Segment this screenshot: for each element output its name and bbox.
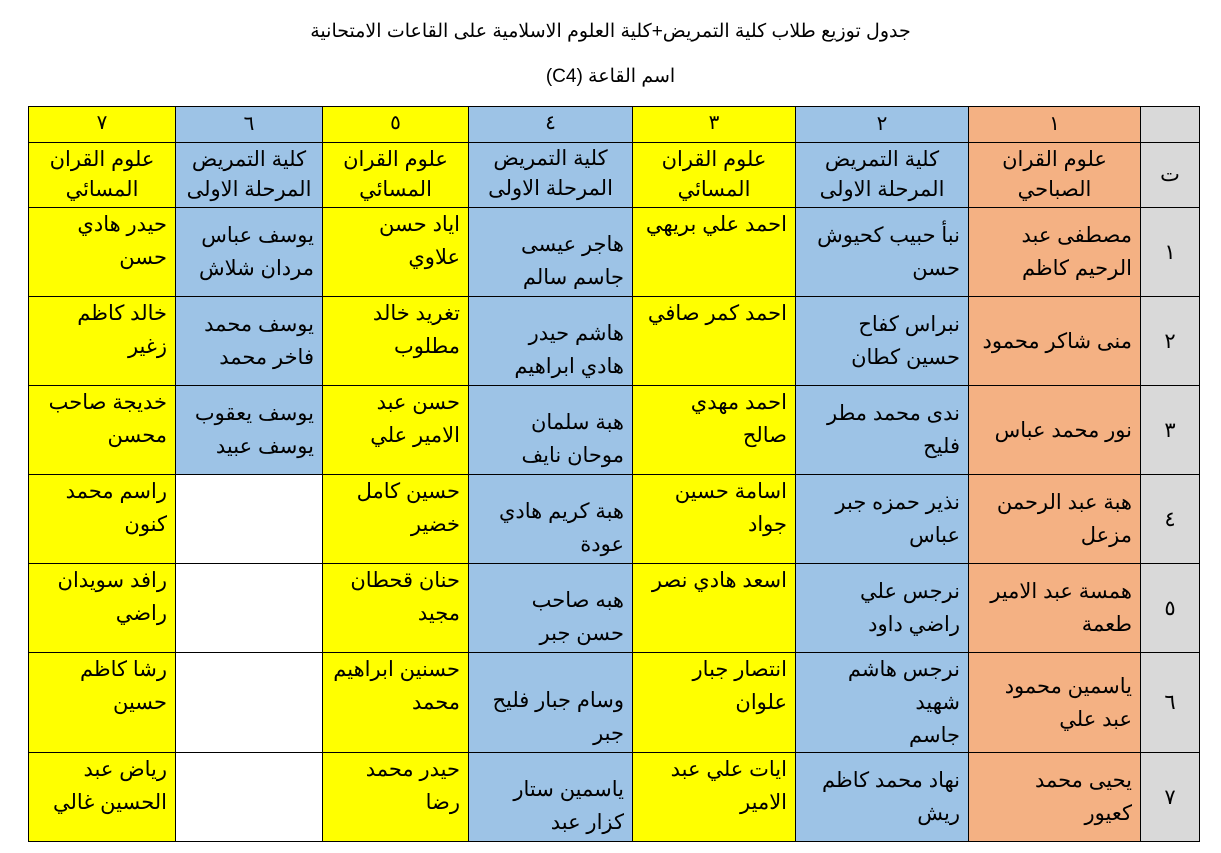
student-cell: هبه صاحب حسن جبر <box>468 563 633 653</box>
hall-name: اسم القاعة (C4) <box>545 66 676 87</box>
student-cell: نرجس هاشم شهيد جاسم <box>795 652 969 753</box>
student-cell: اسامة حسين جواد <box>632 474 796 564</box>
row-index: ٥ <box>1140 563 1200 653</box>
column-number: ١ <box>968 106 1141 143</box>
student-cell <box>175 474 323 564</box>
column-header: كلية التمريض المرحلة الاولى <box>175 142 323 208</box>
student-cell: احمد مهدي صالح <box>632 385 796 475</box>
table-row: ٦ ياسمين محمود عبد علي نرجس هاشم شهيد جاسم… <box>28 652 1200 753</box>
student-cell: تغريد خالد مطلوب <box>322 296 469 386</box>
student-cell: هبة عبد الرحمن مزعل <box>968 474 1141 564</box>
table-row: ٤ هبة عبد الرحمن مزعل نذير حمزه جبر عباس اس… <box>28 474 1200 564</box>
student-cell: ندى محمد مطر فليح <box>795 385 969 475</box>
student-cell: هاجر عيسى جاسم سالم <box>468 207 633 297</box>
student-cell: نهاد محمد كاظم ريش <box>795 752 969 842</box>
student-cell: رياض عبد الحسين غالي <box>28 752 176 842</box>
corner-cell <box>1140 106 1200 143</box>
student-cell: رشا كاظم حسين <box>28 652 176 753</box>
page-title: جدول توزيع طلاب كلية التمريض+كلية العلوم… <box>310 21 911 42</box>
student-cell: حنان قحطان مجيد <box>322 563 469 653</box>
column-number: ٣ <box>632 106 796 143</box>
row-index: ٧ <box>1140 752 1200 842</box>
student-cell <box>175 652 323 753</box>
student-cell: خديجة صاحب محسن <box>28 385 176 475</box>
student-cell: نبأ حبيب كحيوش حسن <box>795 207 969 297</box>
student-cell: رافد سويدان راضي <box>28 563 176 653</box>
student-cell: اياد حسن علاوي <box>322 207 469 297</box>
student-cell: خالد كاظم زغير <box>28 296 176 386</box>
student-cell: راسم محمد كنون <box>28 474 176 564</box>
column-number: ٥ <box>322 106 469 143</box>
student-cell: احمد علي بريهي <box>632 207 796 297</box>
student-cell <box>175 563 323 653</box>
student-cell: نرجس علي راضي داود <box>795 563 969 653</box>
student-cell: نذير حمزه جبر عباس <box>795 474 969 564</box>
table-row: ١ مصطفى عبد الرحيم كاظم نبأ حبيب كحيوش حسن… <box>28 207 1200 297</box>
student-cell: يوسف عباس مردان شلاش <box>175 207 323 297</box>
student-cell: همسة عبد الامير طعمة <box>968 563 1141 653</box>
column-header: علوم القران الصباحي <box>968 142 1141 208</box>
student-cell <box>175 752 323 842</box>
row-index: ٦ <box>1140 652 1200 753</box>
column-header: كلية التمريض المرحلة الاولى <box>468 142 633 208</box>
student-cell: منى شاكر محمود <box>968 296 1141 386</box>
row-index: ٤ <box>1140 474 1200 564</box>
column-number: ٤ <box>468 106 633 143</box>
student-cell: اسعد هادي نصر <box>632 563 796 653</box>
row-index: ١ <box>1140 207 1200 297</box>
index-header: ت <box>1140 142 1200 208</box>
student-cell: نور محمد عباس <box>968 385 1141 475</box>
table-row: ٣ نور محمد عباس ندى محمد مطر فليح احمد مهدي… <box>28 385 1200 475</box>
student-cell: حيدر محمد رضا <box>322 752 469 842</box>
column-header: علوم القران المسائي <box>28 142 176 208</box>
student-cell: حيدر هادي حسن <box>28 207 176 297</box>
student-cell: ياسمين محمود عبد علي <box>968 652 1141 753</box>
table-row: ٥ همسة عبد الامير طعمة نرجس علي راضي داود ا… <box>28 563 1200 653</box>
row-index: ٣ <box>1140 385 1200 475</box>
student-cell: مصطفى عبد الرحيم كاظم <box>968 207 1141 297</box>
column-number: ٢ <box>795 106 969 143</box>
student-cell: احمد كمر صافي <box>632 296 796 386</box>
student-cell: حسين كامل خضير <box>322 474 469 564</box>
column-header: كلية التمريض المرحلة الاولى <box>795 142 969 208</box>
student-cell: وسام جبار فليح جبر <box>468 652 633 753</box>
column-number: ٧ <box>28 106 176 143</box>
student-cell: هبة سلمان موحان نايف <box>468 385 633 475</box>
student-cell: ياسمين ستار كزار عبد <box>468 752 633 842</box>
student-cell: نبراس كفاح حسين كطان <box>795 296 969 386</box>
student-cell: هاشم حيدر هادي ابراهيم <box>468 296 633 386</box>
table-row: ٧ يحيى محمد كعيور نهاد محمد كاظم ريش ايات ع… <box>28 752 1200 842</box>
student-cell: حسنين ابراهيم محمد <box>322 652 469 753</box>
student-cell: يوسف محمد فاخر محمد <box>175 296 323 386</box>
student-cell: حسن عبد الامير علي <box>322 385 469 475</box>
column-number: ٦ <box>175 106 323 143</box>
student-cell: انتصار جبار علوان <box>632 652 796 753</box>
column-header-row: ت علوم القران الصباحي كلية التمريض المرحلة… <box>28 142 1200 208</box>
distribution-table: ١ ٢ ٣ ٤ ٥ ٦ ٧ ت علوم القران الصباحي كلية التمريض … <box>28 106 1200 842</box>
table-row: ٢ منى شاكر محمود نبراس كفاح حسين كطان احمد … <box>28 296 1200 386</box>
student-cell: هبة كريم هادي عودة <box>468 474 633 564</box>
student-cell: يوسف يعقوب يوسف عبيد <box>175 385 323 475</box>
column-header: علوم القران المسائي <box>322 142 469 208</box>
student-cell: يحيى محمد كعيور <box>968 752 1141 842</box>
column-header: علوم القران المسائي <box>632 142 796 208</box>
student-cell: ايات علي عبد الامير <box>632 752 796 842</box>
row-index: ٢ <box>1140 296 1200 386</box>
